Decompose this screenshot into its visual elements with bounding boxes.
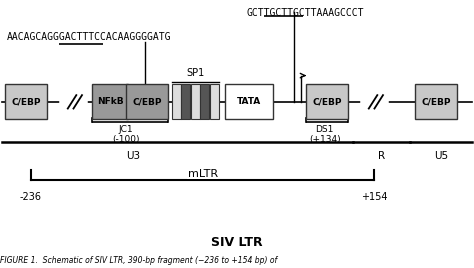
- Text: JC1
(-100): JC1 (-100): [112, 125, 139, 144]
- Text: NFkB: NFkB: [97, 97, 124, 106]
- Text: DS1
(+134): DS1 (+134): [309, 125, 340, 144]
- Text: FIGURE 1.  Schematic of SIV LTR, 390-bp fragment (−236 to +154 bp) of: FIGURE 1. Schematic of SIV LTR, 390-bp f…: [0, 256, 277, 265]
- Bar: [126, 84, 168, 119]
- Bar: [5, 84, 47, 119]
- Text: TATA: TATA: [237, 97, 261, 106]
- Text: +154: +154: [361, 192, 388, 202]
- Bar: [172, 84, 181, 119]
- Bar: [225, 84, 273, 119]
- Bar: [200, 84, 209, 119]
- Bar: [306, 84, 348, 119]
- Text: R: R: [378, 151, 385, 161]
- Text: C/EBP: C/EBP: [132, 97, 162, 106]
- Text: C/EBP: C/EBP: [11, 97, 41, 106]
- Text: U5: U5: [434, 151, 448, 161]
- Text: AACAGCAGGGACTTTCCACAAGGGGATG: AACAGCAGGGACTTTCCACAAGGGGATG: [7, 32, 172, 42]
- Text: mLTR: mLTR: [188, 169, 218, 179]
- Bar: [210, 84, 219, 119]
- Text: SIV LTR: SIV LTR: [211, 236, 263, 249]
- Bar: [181, 84, 190, 119]
- Text: -236: -236: [20, 192, 42, 202]
- Bar: [92, 84, 128, 119]
- Text: SP1: SP1: [186, 68, 204, 78]
- Text: U3: U3: [126, 151, 140, 161]
- Text: GCTTGCTTGCTTAAAGCCCT: GCTTGCTTGCTTAAAGCCCT: [246, 8, 364, 18]
- Bar: [191, 84, 200, 119]
- Text: C/EBP: C/EBP: [312, 97, 342, 106]
- Bar: [415, 84, 457, 119]
- Text: C/EBP: C/EBP: [421, 97, 451, 106]
